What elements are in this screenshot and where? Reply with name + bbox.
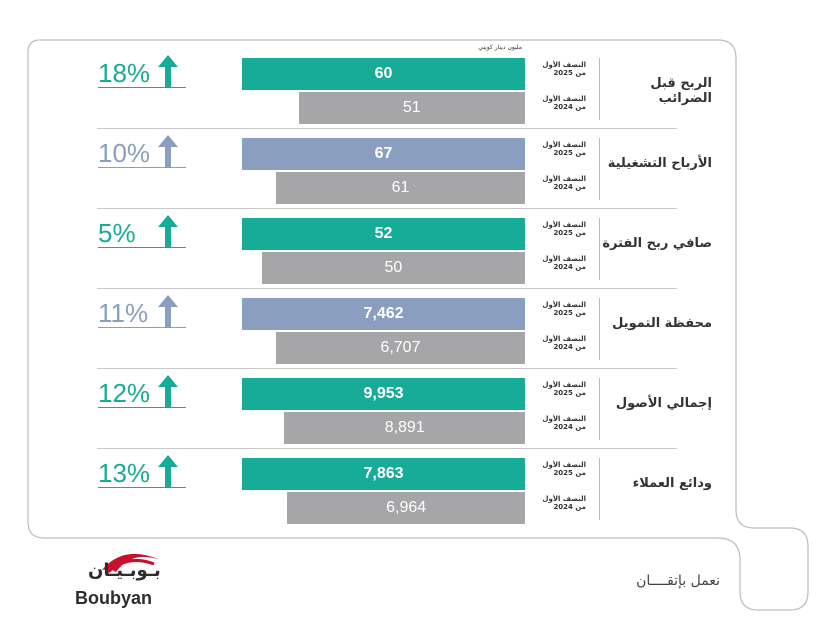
bar-previous: 8,891 (284, 412, 525, 444)
growth-underline (98, 167, 186, 168)
metric-label: الأرباح التشغيلية (607, 156, 712, 171)
row-divider-line (599, 378, 600, 440)
slogan: نعمل بإتقــــان (636, 573, 720, 589)
period-label-current: النصف الأول من 2025 (542, 141, 586, 157)
period-label-current: النصف الأول من 2025 (542, 61, 586, 77)
metric-label: ودائع العملاء (632, 476, 712, 491)
period-label-previous: النصف الأول من 2024 (542, 415, 586, 431)
bar-current: 67 (242, 138, 525, 170)
metric-label: الربح قبل الضرائب (650, 76, 712, 106)
row-separator (97, 288, 677, 289)
growth-percent: 5% (98, 218, 136, 248)
row-separator (97, 208, 677, 209)
metric-label: إجمالي الأصول (615, 396, 712, 411)
arrow-up-icon (158, 455, 178, 487)
row-divider-line (599, 458, 600, 520)
arrow-up-icon (158, 55, 178, 87)
unit-label: مليون دينار كويتي (478, 44, 522, 51)
growth-percent: 18% (98, 58, 151, 88)
period-label-previous: النصف الأول من 2024 (542, 255, 586, 271)
boubyan-arc-logo (102, 553, 160, 574)
growth-underline (98, 487, 186, 488)
bar-previous: 51 (298, 92, 525, 124)
bar-previous: 50 (261, 252, 525, 284)
growth-underline (98, 247, 186, 248)
bar-current: 9,953 (242, 378, 525, 410)
arrow-up-icon (158, 295, 178, 327)
growth-percent: 12% (98, 378, 151, 408)
growth-underline (98, 87, 186, 88)
bar-current: 52 (242, 218, 525, 250)
growth-underline (98, 407, 186, 408)
row-divider-line (599, 298, 600, 360)
bar-current: 7,462 (242, 298, 525, 330)
row-separator (97, 448, 677, 449)
period-label-current: النصف الأول من 2025 (542, 221, 586, 237)
bar-previous: 6,707 (275, 332, 525, 364)
period-label-current: النصف الأول من 2025 (542, 301, 586, 317)
arrow-up-icon (158, 215, 178, 247)
growth-percent: 10% (98, 138, 151, 168)
bar-previous: 6,964 (287, 492, 525, 524)
row-divider-line (599, 138, 600, 200)
growth-percent: 13% (98, 458, 151, 488)
row-separator (97, 368, 677, 369)
growth-percent: 11% (98, 298, 149, 328)
period-label-current: النصف الأول من 2025 (542, 381, 586, 397)
row-divider-line (599, 218, 600, 280)
period-label-previous: النصف الأول من 2024 (542, 495, 586, 511)
bar-current: 60 (242, 58, 525, 90)
arrow-up-icon (158, 375, 178, 407)
period-label-previous: النصف الأول من 2024 (542, 95, 586, 111)
growth-underline (98, 327, 186, 328)
metric-label: محفظة التمويل (612, 316, 712, 331)
brand-latin: Boubyan (75, 588, 153, 608)
row-divider-line (599, 58, 600, 120)
arrow-up-icon (158, 135, 178, 167)
bar-current: 7,863 (242, 458, 525, 490)
metric-label: صافي ربح الفترة (602, 236, 712, 251)
bar-previous: 61 (275, 172, 525, 204)
brand-arabic: بـوبـيـان (88, 560, 161, 581)
period-label-previous: النصف الأول من 2024 (542, 335, 586, 351)
period-label-previous: النصف الأول من 2024 (542, 175, 586, 191)
period-label-current: النصف الأول من 2025 (542, 461, 586, 477)
row-separator (97, 128, 677, 129)
